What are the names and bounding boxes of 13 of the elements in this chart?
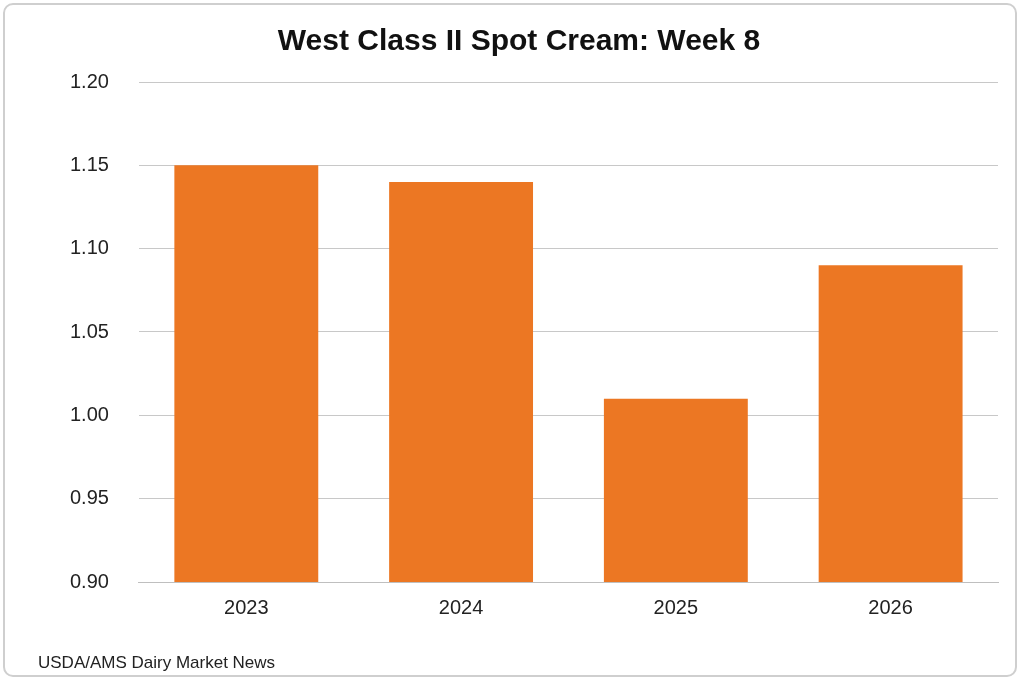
y-tick-label: 1.15	[69, 152, 109, 175]
chart-title: West Class II Spot Cream: Week 8	[277, 23, 761, 57]
y-tick-label: 0.95	[69, 486, 109, 509]
y-tick-label: 1.20	[69, 69, 109, 92]
y-tick-label: 0.90	[69, 569, 109, 592]
text: USDA/AMS Dairy Market News	[38, 653, 276, 672]
y-tick-label: 1.10	[69, 236, 109, 259]
x-tick-label: 2025	[653, 595, 699, 618]
x-tick-label: 2026	[868, 595, 913, 618]
x-tick-label: 2023	[224, 595, 269, 618]
y-tick-label: 1.00	[69, 402, 109, 425]
y-tick-label: 1.05	[69, 319, 109, 342]
x-tick-label: 2024	[438, 595, 484, 618]
